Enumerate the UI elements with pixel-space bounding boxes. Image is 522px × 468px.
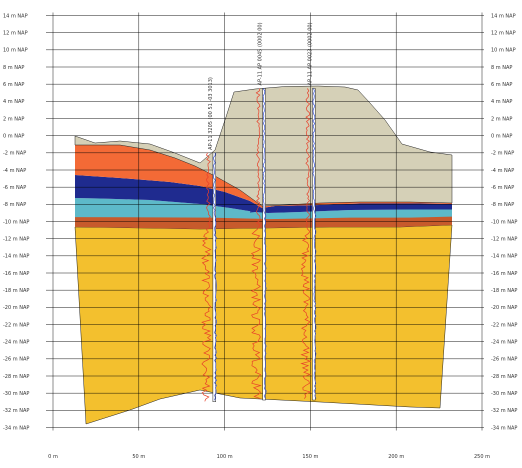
y-tick-label-right: -24 m NAP bbox=[491, 339, 517, 345]
y-tick-label-left: -24 m NAP bbox=[3, 339, 29, 345]
y-tick-label-right: -2 m NAP bbox=[491, 151, 514, 157]
peat-layer bbox=[75, 175, 452, 213]
y-tick-label-right: -30 m NAP bbox=[491, 391, 517, 397]
y-tick-label-right: -20 m NAP bbox=[491, 305, 517, 311]
silt-layer bbox=[75, 198, 452, 220]
y-tick-label-right: -12 m NAP bbox=[491, 236, 517, 242]
cpt-1: AP-11 3205 (00 51 -03 3013) bbox=[201, 77, 218, 402]
y-tick-label-right: 14 m NAP bbox=[491, 13, 516, 19]
y-tick-label-left: -28 m NAP bbox=[3, 374, 29, 380]
y-tick-label-right: -14 m NAP bbox=[491, 254, 517, 260]
y-tick-label-left: -22 m NAP bbox=[3, 322, 29, 328]
cpt-resistance-trace bbox=[201, 152, 212, 402]
cpt-resistance-trace bbox=[250, 88, 262, 400]
y-tick-label-left: 4 m NAP bbox=[3, 99, 24, 105]
x-axis-labels: 0 m 50 m 100 m 150 m 200 m 250 m bbox=[48, 454, 490, 460]
y-tick-label-right: 10 m NAP bbox=[491, 48, 516, 54]
y-tick-label-left: -12 m NAP bbox=[3, 236, 29, 242]
y-tick-label-left: -30 m NAP bbox=[3, 391, 29, 397]
x-tick-label: 200 m bbox=[388, 454, 404, 460]
y-tick-label-right: -26 m NAP bbox=[491, 357, 517, 363]
y-tick-label-right: 0 m NAP bbox=[491, 133, 512, 139]
y-tick-label-left: -8 m NAP bbox=[3, 202, 26, 208]
y-tick-label-right: 4 m NAP bbox=[491, 99, 512, 105]
y-tick-label-left: -16 m NAP bbox=[3, 271, 29, 277]
y-tick-label-right: -28 m NAP bbox=[491, 374, 517, 380]
y-tick-label-left: 2 m NAP bbox=[3, 116, 24, 122]
x-tick-label: 0 m bbox=[48, 454, 58, 460]
cpt-friction-trace bbox=[262, 88, 267, 399]
x-tick-label: 250 m bbox=[474, 454, 490, 460]
cpt-friction-trace bbox=[312, 88, 317, 399]
y-tick-label-left: 8 m NAP bbox=[3, 65, 24, 71]
y-tick-label-left: -34 m NAP bbox=[3, 425, 29, 431]
layer-boundary-line-2 bbox=[74, 216, 453, 220]
cpt-resistance-trace bbox=[300, 88, 312, 399]
y-tick-label-right: -22 m NAP bbox=[491, 322, 517, 328]
x-tick-label: 50 m bbox=[132, 454, 145, 460]
y-tick-label-right: 12 m NAP bbox=[491, 30, 516, 36]
cpt-label: AP-11 3205 (00 51 -03 3013) bbox=[208, 77, 214, 150]
y-tick-label-left: -10 m NAP bbox=[3, 219, 29, 225]
y-tick-label-left: -32 m NAP bbox=[3, 408, 29, 414]
y-tick-label-right: 8 m NAP bbox=[491, 65, 512, 71]
y-axis-labels-right: 14 m NAP 12 m NAP 10 m NAP 8 m NAP 6 m NAP 4 … bbox=[491, 13, 517, 431]
y-tick-label-right: 2 m NAP bbox=[491, 116, 512, 122]
cpt-soundings: AP-11 3205 (00 51 -03 3013) AP-11 AP 0045… bbox=[201, 22, 317, 402]
y-tick-label-left: -2 m NAP bbox=[3, 151, 26, 157]
cpt-label: AP-11 AP 0023 (0002 00) bbox=[307, 22, 313, 85]
cpt-2: AP-11 AP 0045 (0002 00) bbox=[250, 22, 267, 401]
y-tick-label-right: -6 m NAP bbox=[491, 185, 514, 191]
y-tick-label-left: -14 m NAP bbox=[3, 254, 29, 260]
y-tick-label-left: 14 m NAP bbox=[3, 13, 28, 19]
y-tick-label-right: -32 m NAP bbox=[491, 408, 517, 414]
cpt-label: AP-11 AP 0045 (0002 00) bbox=[258, 22, 264, 85]
cpt-rod bbox=[212, 152, 216, 402]
x-tick-label: 100 m bbox=[217, 454, 233, 460]
cpt-friction-trace bbox=[212, 152, 218, 401]
cpt-3: AP-11 AP 0023 (0002 00) bbox=[300, 22, 317, 401]
y-tick-label-right: -18 m NAP bbox=[491, 288, 517, 294]
y-tick-label-right: -8 m NAP bbox=[491, 202, 514, 208]
y-tick-label-left: 6 m NAP bbox=[3, 82, 24, 88]
y-tick-label-right: -34 m NAP bbox=[491, 425, 517, 431]
y-tick-label-left: -26 m NAP bbox=[3, 357, 29, 363]
y-tick-label-left: 10 m NAP bbox=[3, 48, 28, 54]
y-tick-label-left: 0 m NAP bbox=[3, 133, 24, 139]
cpt-rod bbox=[262, 88, 266, 401]
y-tick-label-right: 6 m NAP bbox=[491, 82, 512, 88]
y-axis-labels-left: 14 m NAP 12 m NAP 10 m NAP 8 m NAP 6 m NAP 4 … bbox=[3, 13, 29, 431]
y-tick-label-left: -20 m NAP bbox=[3, 305, 29, 311]
y-tick-label-right: -16 m NAP bbox=[491, 271, 517, 277]
y-tick-label-left: -18 m NAP bbox=[3, 288, 29, 294]
y-tick-label-left: -6 m NAP bbox=[3, 185, 26, 191]
y-tick-label-right: -4 m NAP bbox=[491, 168, 514, 174]
clay-upper-layer bbox=[75, 145, 452, 208]
y-tick-label-left: 12 m NAP bbox=[3, 30, 28, 36]
y-tick-label-left: -4 m NAP bbox=[3, 168, 26, 174]
x-tick-label: 150 m bbox=[302, 454, 318, 460]
y-tick-label-right: -10 m NAP bbox=[491, 219, 517, 225]
